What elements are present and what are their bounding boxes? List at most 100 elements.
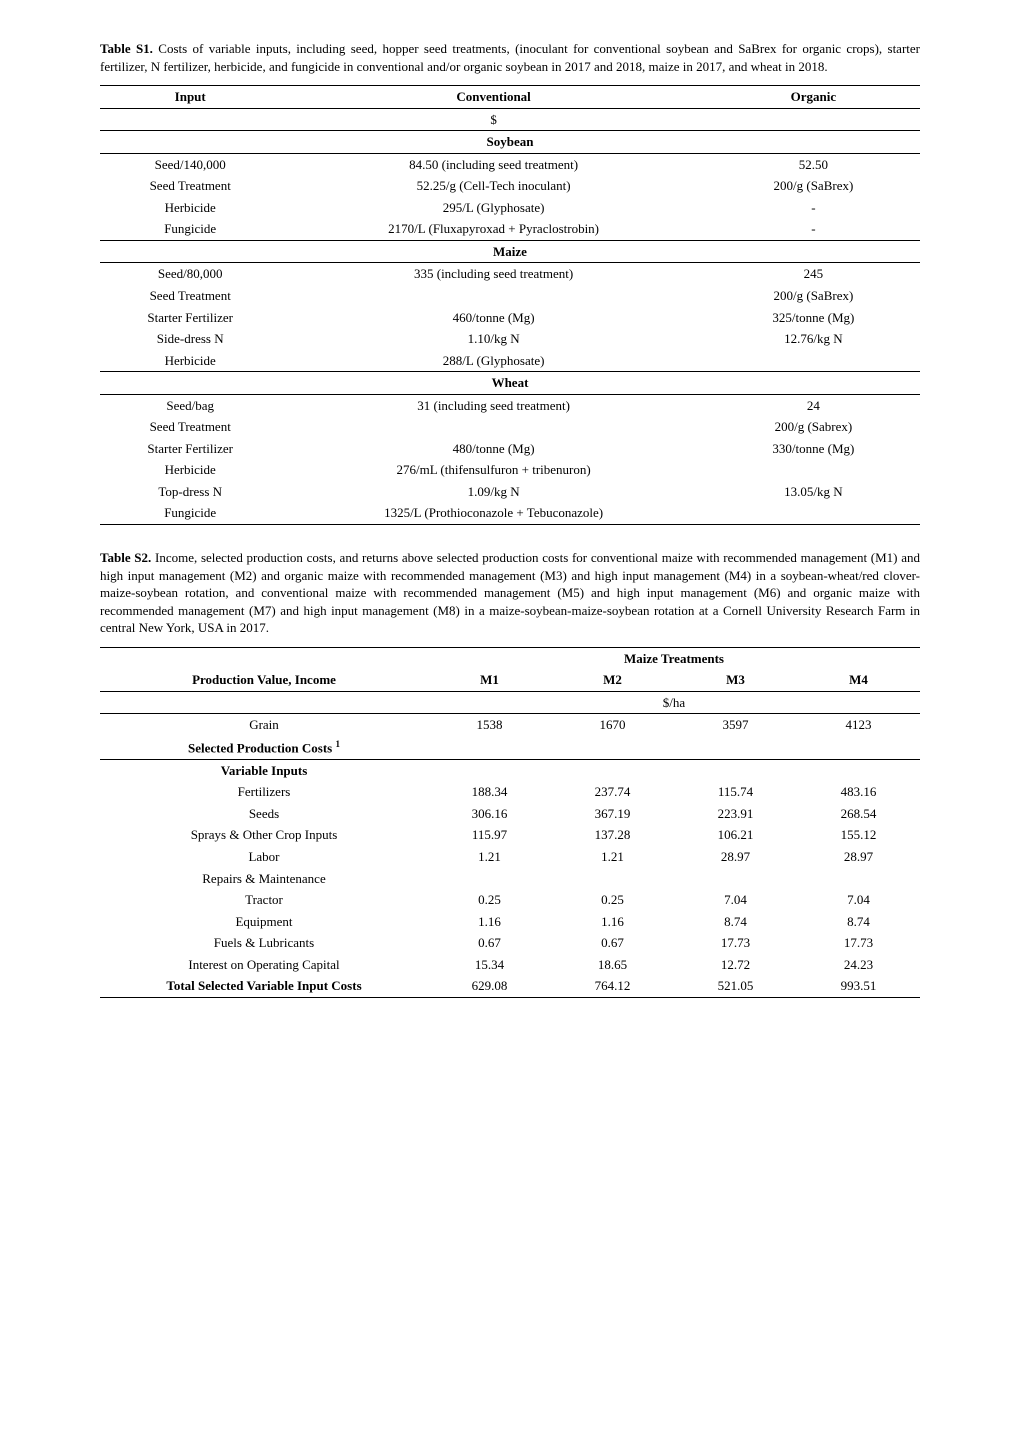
table-cell-conventional: 2170/L (Fluxapyroxad + Pyraclostrobin): [280, 218, 706, 240]
table-cell-input: Starter Fertilizer: [100, 438, 280, 460]
table-cell-conventional: 288/L (Glyphosate): [280, 350, 706, 372]
table-cell-conventional: 52.25/g (Cell-Tech inoculant): [280, 175, 706, 197]
table-cell-input: Herbicide: [100, 459, 280, 481]
table-cell-m3: [674, 868, 797, 890]
table-cell-m1: 1.16: [428, 911, 551, 933]
table-cell-conventional: 1.09/kg N: [280, 481, 706, 503]
table-cell-m1: 0.25: [428, 889, 551, 911]
table-cell-m3: 106.21: [674, 824, 797, 846]
table-cell-m1: [428, 868, 551, 890]
table-cell-label: Variable Inputs: [100, 759, 428, 781]
table-cell-m3: 17.73: [674, 932, 797, 954]
table-row: Herbicide295/L (Glyphosate)-: [100, 197, 920, 219]
table-cell-organic: 325/tonne (Mg): [707, 307, 920, 329]
table-cell-input: Top-dress N: [100, 481, 280, 503]
table-s2-col-m2: M2: [551, 669, 674, 691]
table-s2: Maize Treatments Production Value, Incom…: [100, 647, 920, 998]
table-row: Herbicide276/mL (thifensulfuron + triben…: [100, 459, 920, 481]
table-row: Seed Treatment52.25/g (Cell-Tech inocula…: [100, 175, 920, 197]
table-cell-m2: 367.19: [551, 803, 674, 825]
table-cell-organic: [707, 350, 920, 372]
table-cell-m2: 0.67: [551, 932, 674, 954]
table-cell-conventional: 31 (including seed treatment): [280, 394, 706, 416]
table-cell-m3: 28.97: [674, 846, 797, 868]
table-cell-m1: 629.08: [428, 975, 551, 997]
table-cell-m1: 1.21: [428, 846, 551, 868]
table-cell-conventional: 84.50 (including seed treatment): [280, 153, 706, 175]
table-s2-caption-text: Income, selected production costs, and r…: [100, 550, 920, 635]
table-cell-organic: 12.76/kg N: [707, 328, 920, 350]
table-row: Starter Fertilizer480/tonne (Mg)330/tonn…: [100, 438, 920, 460]
table-cell-m1: 1538: [428, 714, 551, 736]
table-row: Side-dress N1.10/kg N12.76/kg N: [100, 328, 920, 350]
table-cell-m2: 0.25: [551, 889, 674, 911]
table-cell-m4: 155.12: [797, 824, 920, 846]
table-cell-label: Total Selected Variable Input Costs: [100, 975, 428, 997]
table-row: Fungicide2170/L (Fluxapyroxad + Pyraclos…: [100, 218, 920, 240]
table-s2-caption-label: Table S2.: [100, 550, 151, 565]
table-s2-unit: $/ha: [428, 691, 920, 714]
table-s1-header-input: Input: [100, 86, 280, 109]
table-cell-label: Seeds: [100, 803, 428, 825]
table-cell-organic: 24: [707, 394, 920, 416]
table-cell-organic: 330/tonne (Mg): [707, 438, 920, 460]
table-cell-m4: [797, 759, 920, 781]
table-cell-m1: 306.16: [428, 803, 551, 825]
table-cell-m2: 137.28: [551, 824, 674, 846]
table-row: Labor1.211.2128.9728.97: [100, 846, 920, 868]
table-s2-col-header-row: Production Value, Income M1 M2 M3 M4: [100, 669, 920, 691]
table-cell-conventional: 295/L (Glyphosate): [280, 197, 706, 219]
table-cell-m2: [551, 868, 674, 890]
table-cell-organic: 200/g (Sabrex): [707, 416, 920, 438]
table-s1-caption-label: Table S1.: [100, 41, 153, 56]
table-cell-m4: 17.73: [797, 932, 920, 954]
table-row: Equipment1.161.168.748.74: [100, 911, 920, 933]
table-cell-m4: 4123: [797, 714, 920, 736]
table-cell-m2: 18.65: [551, 954, 674, 976]
table-row: Repairs & Maintenance: [100, 868, 920, 890]
table-cell-m3: [674, 736, 797, 759]
table-cell-m4: 28.97: [797, 846, 920, 868]
table-row: Seed/bag31 (including seed treatment)24: [100, 394, 920, 416]
table-cell-m4: 268.54: [797, 803, 920, 825]
table-cell-label: Repairs & Maintenance: [100, 868, 428, 890]
table-cell-label: Interest on Operating Capital: [100, 954, 428, 976]
table-s1-caption: Table S1. Costs of variable inputs, incl…: [100, 40, 920, 75]
table-cell-conventional: [280, 285, 706, 307]
table-cell-m2: 1.16: [551, 911, 674, 933]
table-cell-organic: -: [707, 218, 920, 240]
table-cell-label: Tractor: [100, 889, 428, 911]
table-cell-organic: 200/g (SaBrex): [707, 175, 920, 197]
table-s1-header-organic: Organic: [707, 86, 920, 109]
table-row: Fertilizers188.34237.74115.74483.16: [100, 781, 920, 803]
table-s1-section-title: Soybean: [100, 131, 920, 154]
table-cell-label: Equipment: [100, 911, 428, 933]
table-s1: Input Conventional Organic $ SoybeanSeed…: [100, 85, 920, 525]
table-cell-m3: 7.04: [674, 889, 797, 911]
table-cell-m4: [797, 736, 920, 759]
table-cell-m3: 115.74: [674, 781, 797, 803]
table-cell-input: Side-dress N: [100, 328, 280, 350]
table-cell-input: Fungicide: [100, 218, 280, 240]
table-cell-m3: 223.91: [674, 803, 797, 825]
table-cell-label: Selected Production Costs 1: [100, 736, 428, 759]
table-cell-m1: [428, 759, 551, 781]
table-cell-m4: 483.16: [797, 781, 920, 803]
table-cell-input: Seed Treatment: [100, 416, 280, 438]
table-cell-label: Fertilizers: [100, 781, 428, 803]
table-s1-section-title-cell: Maize: [100, 240, 920, 263]
table-row: Fuels & Lubricants0.670.6717.7317.73: [100, 932, 920, 954]
table-s1-header-conventional: Conventional: [280, 86, 706, 109]
table-row: Starter Fertilizer460/tonne (Mg)325/tonn…: [100, 307, 920, 329]
table-cell-conventional: 480/tonne (Mg): [280, 438, 706, 460]
table-cell-input: Seed/80,000: [100, 263, 280, 285]
table-row: Selected Production Costs 1: [100, 736, 920, 759]
table-cell-m2: 1670: [551, 714, 674, 736]
table-row: Seed/80,000335 (including seed treatment…: [100, 263, 920, 285]
table-cell-m1: 115.97: [428, 824, 551, 846]
table-row: Sprays & Other Crop Inputs115.97137.2810…: [100, 824, 920, 846]
table-s2-col-label: Production Value, Income: [100, 669, 428, 691]
table-row: Grain1538167035974123: [100, 714, 920, 736]
table-cell-organic: [707, 502, 920, 524]
table-row: Seed Treatment 200/g (Sabrex): [100, 416, 920, 438]
